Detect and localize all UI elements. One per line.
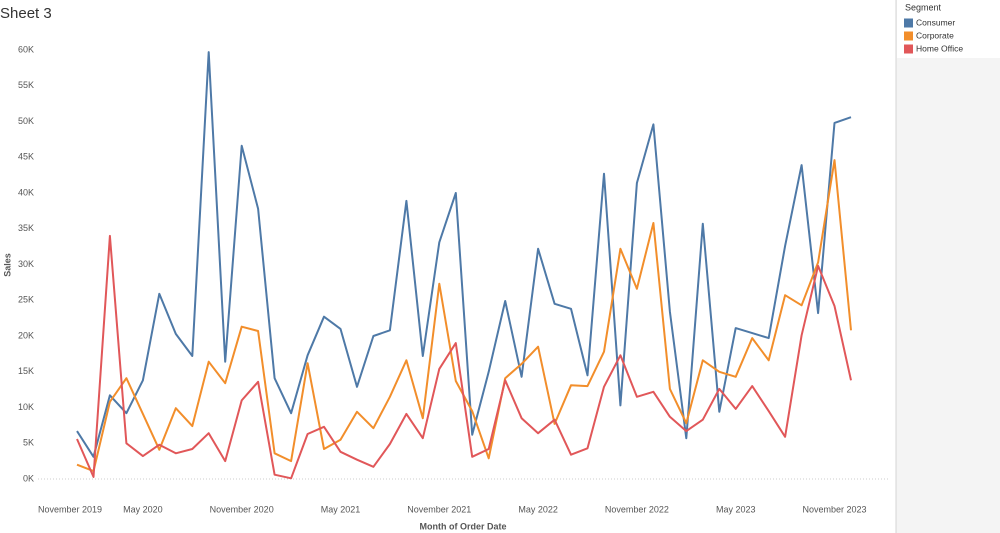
legend-label: Home Office (916, 43, 963, 53)
x-tick-label: May 2021 (321, 504, 361, 514)
legend-label: Consumer (916, 17, 955, 27)
series-line (76, 51, 852, 458)
y-tick-label: 20K (18, 330, 34, 340)
legend-label: Corporate (916, 30, 954, 40)
x-tick-label: November 2020 (210, 504, 274, 514)
x-tick-label: November 2021 (407, 504, 471, 514)
legend-swatch (904, 18, 913, 28)
x-tick-label: November 2019 (38, 504, 102, 514)
x-tick-label: May 2020 (123, 504, 163, 514)
x-tick-label: May 2023 (716, 504, 756, 514)
y-tick-label: 10K (18, 402, 34, 412)
x-tick-label: November 2022 (605, 504, 669, 514)
y-tick-label: 30K (18, 259, 34, 269)
x-axis-label: Month of Order Date (420, 521, 507, 531)
series-line (76, 234, 852, 480)
y-tick-label: 15K (18, 366, 34, 376)
y-tick-label: 40K (18, 187, 34, 197)
legend-swatch (904, 44, 913, 54)
chart-title: Sheet 3 (0, 5, 52, 22)
legend-title: Segment (905, 2, 942, 12)
y-tick-label: 25K (18, 295, 34, 305)
y-tick-label: 0K (23, 473, 34, 483)
y-tick-label: 35K (18, 223, 34, 233)
y-axis-label: Sales (2, 253, 12, 277)
y-tick-label: 55K (18, 80, 34, 90)
x-tick-label: May 2022 (518, 504, 558, 514)
y-tick-label: 60K (18, 44, 34, 54)
y-tick-label: 5K (23, 438, 34, 448)
legend-box (897, 0, 1000, 58)
legend-swatch (904, 31, 913, 41)
y-tick-label: 50K (18, 116, 34, 126)
side-panel (896, 0, 1000, 533)
x-tick-label: November 2023 (803, 504, 867, 514)
y-tick-label: 45K (18, 152, 34, 162)
